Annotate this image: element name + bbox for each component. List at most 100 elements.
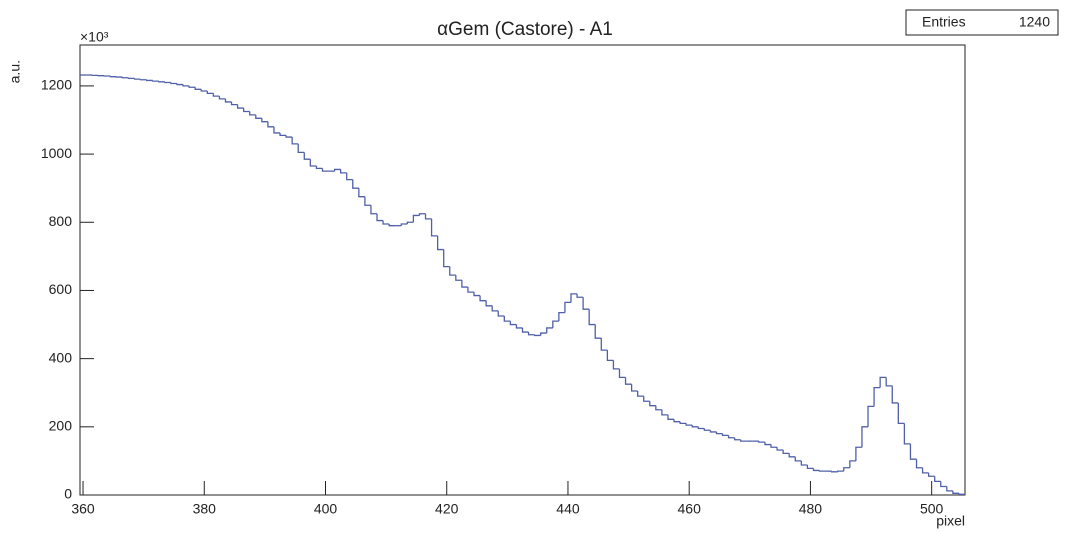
histogram-bin: [194, 87, 202, 90]
histogram-bin: [734, 437, 741, 441]
histogram-bin: [400, 223, 408, 226]
histogram-bin: [934, 476, 941, 483]
histogram-bin: [715, 431, 723, 435]
histogram-bin: [424, 213, 432, 220]
histogram-bin: [958, 493, 965, 495]
x-tick-label: 500: [920, 501, 944, 517]
histogram-bin: [885, 377, 893, 387]
y-axis-label: a.u.: [7, 60, 23, 83]
histogram-bin: [558, 311, 565, 322]
histogram-bin: [309, 159, 317, 167]
histogram-bin: [364, 196, 371, 206]
x-tick-label: 380: [193, 501, 217, 517]
histogram-bin: [952, 490, 959, 494]
histogram-bin: [527, 332, 535, 336]
histogram-bin: [921, 467, 929, 474]
histogram-bin: [903, 423, 911, 445]
histogram-bin: [333, 168, 341, 172]
histogram-bin: [497, 310, 505, 317]
histogram-bin: [315, 166, 323, 170]
histogram-bin: [667, 414, 675, 420]
histogram-bin: [212, 93, 220, 97]
histogram-bin: [388, 223, 396, 227]
histogram-bin: [600, 338, 608, 351]
histogram-bin: [867, 405, 875, 427]
histogram-bin: [436, 235, 444, 251]
histogram-bin: [206, 91, 214, 95]
stats-box: [905, 9, 1059, 36]
histogram-bin: [139, 79, 147, 81]
histogram-bin: [121, 77, 129, 79]
histogram-bin: [782, 450, 790, 455]
histogram-bin: [606, 350, 614, 361]
histogram-bin: [273, 126, 281, 134]
histogram-bin: [521, 327, 529, 333]
histogram-bin: [218, 96, 226, 100]
stats-value: 1240: [1019, 14, 1050, 30]
histogram-bin: [236, 104, 244, 109]
histogram-bin: [321, 168, 329, 172]
histogram-bin: [818, 470, 826, 472]
x-tick-label: 440: [556, 501, 580, 517]
histogram-bin: [146, 79, 153, 82]
histogram-bin: [382, 220, 390, 225]
histogram-bin: [630, 384, 638, 392]
histogram-bin: [927, 472, 935, 477]
histogram-bin: [158, 81, 165, 83]
x-tick-label: 420: [435, 501, 459, 517]
y-tick-label: 400: [49, 349, 73, 365]
histogram-bin: [849, 460, 856, 468]
histogram-bin: [643, 396, 650, 402]
histogram-bin: [855, 446, 862, 461]
histogram-bin: [467, 287, 475, 293]
histogram-bin: [812, 468, 820, 472]
histogram-bin: [176, 83, 184, 86]
histogram-bin: [655, 405, 662, 411]
histogram-bin: [491, 305, 499, 312]
histogram-bin: [685, 423, 693, 426]
histogram-bin: [837, 470, 844, 472]
x-tick-label: 400: [314, 501, 338, 517]
histogram-bin: [430, 218, 438, 237]
histogram-bin: [243, 108, 250, 113]
histogram-bin: [891, 385, 899, 404]
histogram-bin: [946, 486, 953, 492]
histogram-bin: [721, 433, 729, 436]
histogram-bin: [164, 81, 171, 84]
histogram-bin: [861, 426, 869, 448]
histogram-bin: [764, 442, 772, 446]
y-exponent: ×10³: [80, 29, 109, 45]
histogram-bin: [618, 368, 626, 379]
histogram-bin: [370, 205, 378, 215]
histogram-bin: [509, 321, 517, 326]
chart-title: αGem (Castore) - A1: [437, 19, 613, 40]
y-tick-label: 0: [64, 486, 72, 502]
histogram-bin: [540, 332, 547, 336]
histogram-bin: [249, 111, 256, 116]
histogram-bin: [224, 98, 232, 103]
histogram-bin: [915, 459, 923, 469]
histogram-bin: [588, 309, 596, 326]
histogram-bin: [788, 453, 796, 458]
histogram-bin: [503, 316, 511, 322]
histogram-bin: [515, 324, 523, 329]
histogram-bin: [612, 360, 620, 370]
histogram-bin: [624, 377, 632, 385]
histogram-bin: [637, 391, 644, 397]
histogram-bin: [940, 481, 947, 488]
histogram-bin: [461, 280, 468, 288]
histogram-bin: [188, 85, 196, 88]
histogram-bin: [843, 467, 850, 472]
y-tick-label: 1000: [41, 145, 72, 161]
histogram-bin: [673, 419, 681, 423]
histogram-bin: [418, 213, 426, 216]
histogram-bin: [443, 249, 450, 268]
histogram-bin: [546, 327, 553, 334]
histogram-bin: [358, 188, 365, 198]
histogram-bin: [485, 300, 493, 307]
histogram-bin: [576, 293, 584, 298]
histogram-bin: [740, 439, 747, 442]
histogram-bin: [770, 444, 778, 448]
histogram-bin: [346, 172, 353, 181]
